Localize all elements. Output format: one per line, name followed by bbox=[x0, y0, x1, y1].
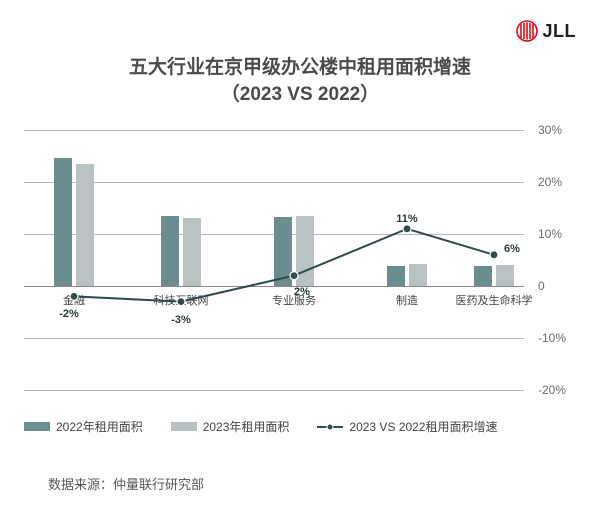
source-value: 仲量联行研究部 bbox=[113, 477, 204, 492]
legend-label: 2022年租用面积 bbox=[56, 418, 143, 435]
growth-line bbox=[24, 130, 524, 390]
y-tick-label: 10% bbox=[538, 227, 576, 241]
y-tick-label: -20% bbox=[538, 383, 576, 397]
legend-label: 2023年租用面积 bbox=[203, 418, 290, 435]
y-tick-label: 30% bbox=[538, 123, 576, 137]
y-tick-label: -10% bbox=[538, 331, 576, 345]
legend-label: 2023 VS 2022租用面积增速 bbox=[349, 418, 497, 435]
brand-logo: JLL bbox=[516, 20, 576, 42]
legend: 2022年租用面积 2023年租用面积 2023 VS 2022租用面积增速 bbox=[24, 418, 497, 435]
legend-swatch bbox=[171, 422, 197, 431]
gridline bbox=[24, 390, 524, 391]
legend-item: 2022年租用面积 bbox=[24, 418, 143, 435]
data-source: 数据来源：仲量联行研究部 bbox=[48, 474, 204, 493]
legend-item: 2023 VS 2022租用面积增速 bbox=[317, 418, 497, 435]
y-tick-label: 0 bbox=[538, 279, 576, 293]
source-label: 数据来源： bbox=[48, 477, 113, 492]
legend-swatch bbox=[24, 422, 50, 431]
chart: 金融科技互联网专业服务制造医药及生命科学-2%-3%2%11%6% -20%-1… bbox=[24, 130, 576, 390]
y-tick-label: 20% bbox=[538, 175, 576, 189]
legend-item: 2023年租用面积 bbox=[171, 418, 290, 435]
jll-logo-icon bbox=[516, 20, 538, 42]
legend-line-icon bbox=[317, 421, 343, 433]
brand-name: JLL bbox=[542, 21, 576, 42]
chart-title: 五大行业在京甲级办公楼中租用面积增速 （2023 VS 2022） bbox=[0, 55, 600, 108]
